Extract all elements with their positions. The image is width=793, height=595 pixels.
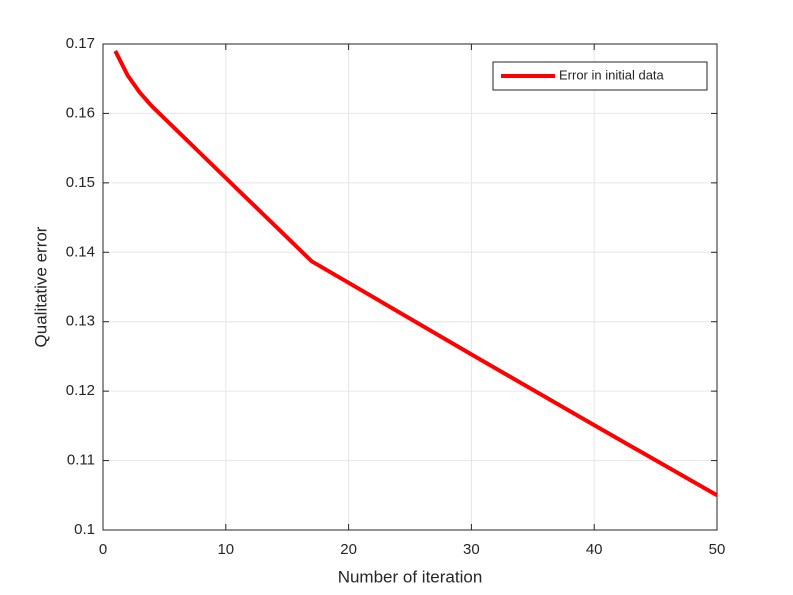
data-line [113,50,718,498]
y-tick-label: 0.11 [67,452,95,469]
plot-frame [102,43,718,531]
x-axis-label: Number of iteration [338,567,483,586]
x-tick-label: 50 [709,541,726,558]
legend-label: Error in initial data [559,67,665,82]
x-tick-label: 40 [586,541,603,558]
x-tick-label: 0 [99,541,107,558]
y-tick-label: 0.1 [74,521,95,538]
legend-box [492,61,708,91]
x-tick-label: 20 [340,541,357,558]
x-tick-label: 10 [217,541,234,558]
y-tick-label: 0.15 [66,174,95,191]
y-tick-label: 0.16 [66,104,95,121]
x-tick-label: 30 [463,541,480,558]
y-tick-label: 0.13 [66,313,95,330]
y-axis-label: Qualitative error [31,226,50,347]
y-tick-label: 0.17 [66,35,95,52]
y-tick-label: 0.14 [66,243,95,260]
y-tick-label: 0.12 [66,382,95,399]
